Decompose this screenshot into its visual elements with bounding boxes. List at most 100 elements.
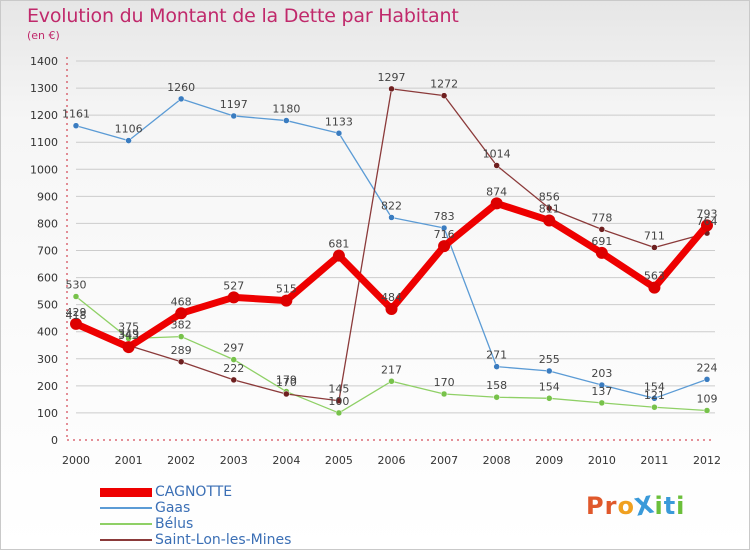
y-tick-label-4: 400 [37, 326, 58, 339]
data-label-gaas-2006: 822 [381, 199, 402, 212]
point-cagnotte-2007 [438, 240, 451, 253]
y-tick-label-11: 1100 [30, 136, 58, 149]
data-label-cagnotte-2008: 874 [486, 185, 507, 198]
data-label-cagnotte-2002: 468 [171, 295, 192, 308]
chart-subtitle: (en €) [27, 29, 60, 42]
point-belus-2002 [177, 333, 185, 340]
logo-letter: r [604, 492, 618, 520]
data-label-belus-2003: 297 [223, 342, 244, 355]
data-label-belus-2000: 530 [66, 279, 87, 292]
data-label-gaas-2005: 1133 [325, 115, 353, 128]
point-cagnotte-2012 [701, 219, 713, 232]
legend-swatch-cagnotte [100, 487, 152, 497]
data-label-belus-2008: 158 [486, 379, 507, 392]
logo-letter: i [676, 492, 686, 520]
point-belus-2009 [546, 395, 553, 402]
data-label-belus-2010: 137 [591, 385, 612, 398]
point-belus-2010 [598, 399, 606, 407]
y-tick-label-2: 200 [37, 380, 58, 393]
legend-label-gaas: Gaas [155, 500, 191, 516]
data-label-belus-2002: 382 [171, 319, 192, 332]
point-saint-lon-les-mines-2008 [493, 162, 500, 169]
point-gaas-2000 [72, 122, 80, 129]
data-label-saint-lon-les-mines-2008: 1014 [483, 147, 511, 160]
x-tick-label-2: 2002 [167, 454, 195, 467]
x-tick-label-3: 2003 [220, 454, 248, 467]
data-label-gaas-2000: 1161 [62, 108, 90, 121]
point-cagnotte-2006 [385, 302, 398, 315]
point-belus-2011 [651, 403, 658, 411]
point-cagnotte-2011 [648, 281, 661, 294]
data-label-belus-2012: 109 [697, 392, 718, 405]
point-gaas-2009 [546, 367, 553, 375]
point-saint-lon-les-mines-2005 [335, 397, 343, 404]
point-saint-lon-les-mines-2011 [651, 244, 658, 251]
data-label-gaas-2011: 154 [644, 380, 665, 393]
y-tick-label-9: 900 [37, 190, 58, 203]
logo-letter: i [654, 492, 664, 520]
point-saint-lon-les-mines-2002 [177, 358, 185, 366]
legend-swatch-belus [100, 523, 152, 525]
legend-label-belus: Bélus [155, 516, 194, 532]
logo-letter: o [617, 492, 635, 520]
point-saint-lon-les-mines-2007 [440, 92, 448, 99]
data-label-belus-2001: 375 [118, 320, 139, 333]
logo-letter: X [632, 490, 658, 522]
data-label-cagnotte-2005: 681 [328, 238, 349, 251]
data-label-cagnotte-2009: 811 [539, 202, 560, 215]
legend: CAGNOTTE Gaas Bélus Saint-Lon-les-Mines [100, 484, 291, 548]
point-cagnotte-2010 [595, 246, 608, 259]
data-label-saint-lon-les-mines-2000: 418 [66, 309, 87, 322]
point-belus-2007 [440, 390, 448, 398]
y-tick-label-13: 1300 [30, 82, 58, 95]
x-tick-label-6: 2006 [378, 454, 406, 467]
data-label-cagnotte-2011: 563 [644, 270, 665, 283]
x-tick-label-0: 2000 [62, 454, 90, 467]
data-label-gaas-2010: 203 [591, 367, 612, 380]
data-label-cagnotte-2000: 429 [66, 306, 87, 319]
data-label-saint-lon-les-mines-2012: 764 [697, 215, 718, 228]
legend-item-gaas: Gaas [100, 500, 291, 516]
data-label-saint-lon-les-mines-2006: 1297 [378, 71, 406, 84]
point-gaas-2006 [388, 214, 395, 221]
y-tick-label-6: 600 [37, 272, 58, 285]
x-tick-label-1: 2001 [115, 454, 143, 467]
point-saint-lon-les-mines-2004 [283, 390, 290, 398]
point-saint-lon-les-mines-2003 [230, 376, 237, 384]
data-label-cagnotte-2010: 691 [591, 235, 612, 248]
point-cagnotte-2001 [122, 341, 135, 354]
data-label-belus-2005: 100 [328, 395, 349, 408]
point-gaas-2011 [651, 395, 658, 402]
data-label-saint-lon-les-mines-2007: 1272 [430, 78, 458, 91]
point-gaas-2008 [493, 363, 500, 370]
point-saint-lon-les-mines-2009 [546, 205, 553, 212]
data-label-saint-lon-les-mines-2009: 856 [539, 190, 560, 203]
point-belus-2006 [388, 378, 395, 385]
logo-letter: P [586, 492, 605, 520]
point-cagnotte-2008 [490, 197, 503, 210]
point-cagnotte-2005 [332, 249, 345, 262]
proxiti-logo: ProXiti [586, 490, 686, 522]
point-gaas-2001 [125, 137, 132, 144]
data-label-gaas-2012: 224 [697, 361, 718, 374]
data-label-saint-lon-les-mines-2005: 145 [328, 383, 349, 396]
point-cagnotte-2002 [175, 307, 188, 320]
point-gaas-2007 [440, 224, 448, 232]
data-label-gaas-2004: 1180 [272, 103, 300, 116]
x-tick-label-10: 2010 [588, 454, 616, 467]
legend-label-cagnotte: CAGNOTTE [155, 484, 233, 500]
legend-swatch-gaas [100, 507, 152, 509]
point-gaas-2004 [283, 117, 290, 124]
y-tick-label-14: 1400 [30, 55, 58, 68]
y-tick-label-8: 800 [37, 217, 58, 230]
data-label-saint-lon-les-mines-2002: 289 [171, 344, 192, 357]
point-cagnotte-2000 [70, 317, 82, 330]
x-tick-label-8: 2008 [483, 454, 511, 467]
data-label-cagnotte-2012: 793 [697, 207, 718, 220]
data-label-gaas-2002: 1260 [167, 81, 195, 94]
data-label-belus-2007: 170 [434, 376, 455, 389]
x-tick-label-5: 2005 [325, 454, 353, 467]
chart-title: Evolution du Montant de la Dette par Hab… [27, 5, 459, 27]
